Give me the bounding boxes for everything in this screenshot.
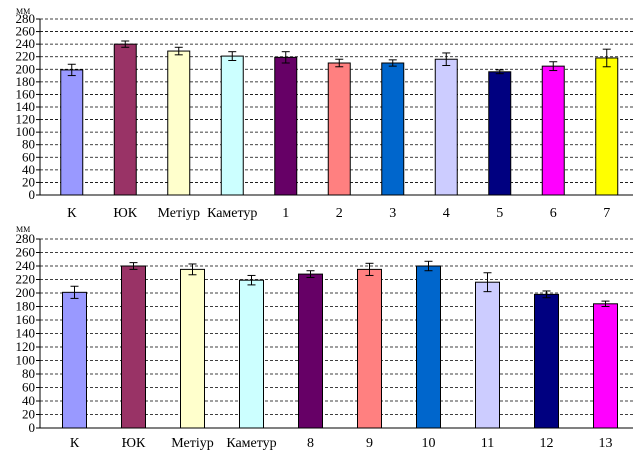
bar-4 — [434, 58, 458, 196]
x-tick-label: 1 — [282, 206, 289, 221]
bar-9 — [357, 268, 382, 429]
bar-11 — [475, 281, 500, 429]
bar-Метіур — [180, 268, 205, 429]
x-tick-label: 6 — [550, 206, 557, 221]
y-tick-label: 180 — [16, 299, 36, 314]
y-tick-label: 120 — [16, 339, 36, 354]
y-tick-label: 40 — [22, 393, 35, 408]
chart-panel-2: 020406080100120140160180200220240260280М… — [16, 225, 633, 451]
x-tick-label: Метіур — [171, 436, 214, 451]
y-tick-label: 200 — [16, 61, 36, 76]
bar-13 — [593, 303, 618, 429]
x-tick-label: 9 — [366, 436, 373, 451]
bar-Метіур — [167, 50, 191, 196]
x-tick-label: Каметур — [207, 206, 257, 221]
y-tick-label: 40 — [22, 162, 35, 177]
bar-ЮК — [121, 265, 146, 429]
x-tick-label: Метіур — [158, 206, 201, 221]
bar-К — [62, 291, 87, 429]
x-tick-label: ЮК — [113, 206, 137, 221]
x-tick-label: 8 — [307, 436, 314, 451]
bar-6 — [541, 65, 565, 196]
unit-label: ММ — [16, 225, 30, 234]
y-tick-label: 100 — [16, 353, 36, 368]
x-tick-label: 11 — [481, 436, 494, 451]
y-tick-label: 0 — [29, 187, 36, 202]
y-tick-label: 260 — [16, 245, 36, 260]
unit-label: ММ — [16, 7, 30, 16]
bar-Каметур — [239, 279, 264, 429]
y-tick-label: 280 — [16, 231, 36, 246]
bar-8 — [298, 273, 323, 429]
x-tick-label: 2 — [336, 206, 343, 221]
x-tick-label: ЮК — [122, 436, 146, 451]
y-tick-label: 80 — [22, 137, 35, 152]
y-tick-label: 100 — [16, 124, 36, 139]
bar-2 — [327, 62, 351, 196]
x-tick-label: 5 — [496, 206, 503, 221]
bar-1 — [274, 56, 298, 196]
bar-3 — [381, 62, 405, 196]
bar-ЮК — [113, 43, 137, 196]
bar-12 — [534, 293, 559, 429]
y-tick-label: 140 — [16, 326, 36, 341]
x-tick-label: 13 — [599, 436, 613, 451]
bar-К — [60, 69, 84, 196]
bar-Каметур — [220, 55, 244, 196]
y-tick-label: 220 — [16, 272, 36, 287]
y-tick-label: 160 — [16, 312, 36, 327]
y-tick-label: 80 — [22, 366, 35, 381]
y-tick-label: 60 — [22, 149, 35, 164]
chart-panel-1: 020406080100120140160180200220240260280М… — [16, 7, 633, 221]
y-tick-label: 280 — [16, 11, 36, 26]
y-tick-label: 140 — [16, 99, 36, 114]
y-tick-label: 20 — [22, 407, 35, 422]
x-tick-label: 4 — [443, 206, 450, 221]
x-tick-label: К — [67, 206, 77, 221]
y-tick-label: 120 — [16, 112, 36, 127]
y-tick-label: 20 — [22, 174, 35, 189]
y-tick-label: 240 — [16, 258, 36, 273]
y-tick-label: 0 — [29, 420, 36, 435]
x-tick-label: 12 — [540, 436, 554, 451]
x-tick-label: 10 — [422, 436, 436, 451]
x-tick-label: 7 — [603, 206, 610, 221]
y-tick-label: 260 — [16, 24, 36, 39]
bar-7 — [595, 57, 619, 196]
x-tick-label: Каметур — [226, 436, 276, 451]
bar-5 — [488, 71, 512, 196]
y-tick-label: 200 — [16, 285, 36, 300]
bar-10 — [416, 265, 441, 429]
y-tick-label: 60 — [22, 380, 35, 395]
y-tick-label: 160 — [16, 86, 36, 101]
x-tick-label: К — [70, 436, 80, 451]
x-tick-label: 3 — [389, 206, 396, 221]
y-tick-label: 180 — [16, 74, 36, 89]
y-tick-label: 220 — [16, 49, 36, 64]
y-tick-label: 240 — [16, 36, 36, 51]
